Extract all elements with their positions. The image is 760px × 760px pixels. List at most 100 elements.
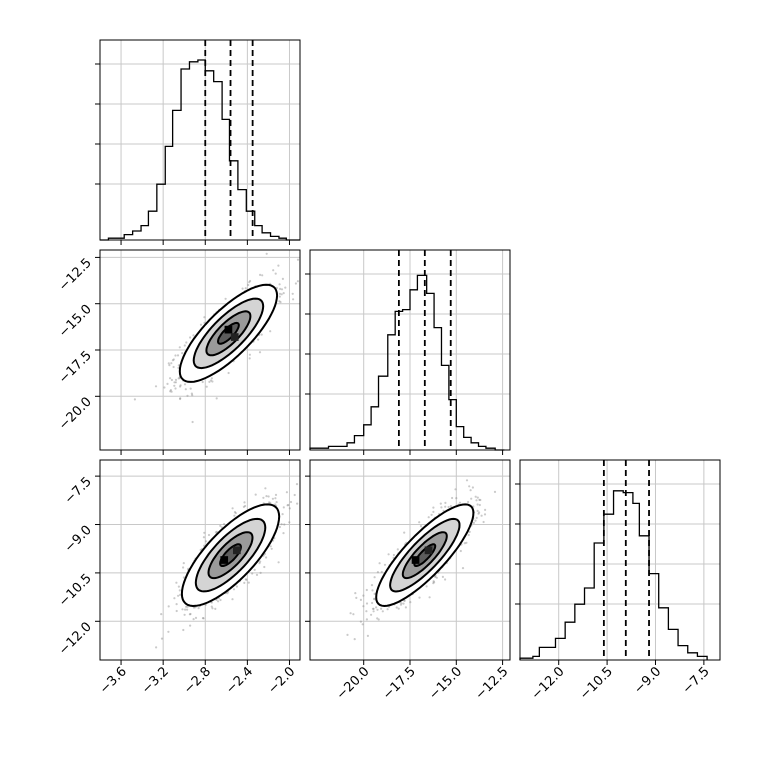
sample-point [359, 598, 362, 602]
sample-point [244, 578, 247, 581]
sample-point [267, 495, 270, 498]
sample-point [400, 602, 403, 605]
sample-point [255, 573, 259, 577]
sample-point [175, 581, 178, 584]
y-tick-label: −9.0 [62, 523, 95, 556]
sample-point [483, 513, 487, 516]
histogram-panel-1 [305, 249, 511, 455]
sample-point [170, 378, 173, 382]
sample-point [493, 490, 497, 493]
axis-frame [519, 459, 721, 661]
sample-point [272, 269, 275, 272]
sample-point [477, 512, 480, 515]
histogram-panel-2: −12.0 −10.5 −9.0 −7.5 [515, 459, 721, 703]
sample-point [277, 264, 280, 267]
sample-point [387, 553, 390, 556]
sample-point [202, 617, 205, 620]
sample-point [280, 288, 284, 291]
sample-point [181, 608, 184, 611]
x-tick-label: −15.0 [426, 664, 465, 703]
axis-frame [99, 459, 301, 661]
sample-point [268, 501, 271, 504]
histogram-step [519, 490, 708, 660]
contour-line [192, 297, 265, 370]
sample-point [210, 601, 213, 604]
panel-content [346, 479, 497, 641]
sample-point [373, 576, 376, 579]
scatter-panel-2-0: −3.6 −3.2 −2.8 −2.4 −2.0 −12.0 −10.5 −9.0 −7.5 [56, 459, 301, 697]
sample-point [285, 491, 288, 494]
sample-point [259, 560, 262, 563]
sample-point [295, 483, 299, 486]
x-tick-label: −3.2 [139, 664, 172, 697]
sample-point [215, 530, 218, 533]
sample-point [179, 397, 182, 401]
contour-line [413, 543, 437, 567]
y-tick-label: −7.5 [62, 474, 95, 507]
sample-point [449, 505, 452, 508]
sample-point [380, 607, 383, 610]
sample-point [182, 628, 185, 632]
sample-point [163, 386, 166, 389]
sample-point [179, 397, 182, 400]
sample-point [403, 531, 406, 534]
sample-point [296, 280, 299, 283]
sample-point [254, 493, 257, 496]
sample-point [476, 496, 479, 499]
sample-point [199, 323, 203, 326]
y-tick-label: −20.0 [56, 395, 95, 434]
sample-point [288, 507, 291, 510]
sample-point [373, 597, 376, 600]
sample-point [465, 541, 468, 544]
sample-point [270, 547, 273, 550]
sample-point [189, 387, 192, 390]
sample-point [376, 571, 379, 574]
sample-point [282, 292, 285, 295]
sample-point [454, 488, 457, 491]
sample-point [352, 613, 355, 616]
sample-point [376, 608, 379, 611]
sample-point [362, 594, 365, 597]
sample-point [371, 601, 374, 605]
sample-point [280, 293, 283, 296]
sample-point [427, 516, 430, 519]
sample-point [469, 489, 472, 492]
sample-point [203, 531, 206, 534]
sample-point [403, 599, 406, 603]
sample-point [476, 509, 479, 512]
sample-point [262, 496, 265, 499]
sample-point [435, 576, 438, 579]
sample-point [174, 381, 177, 384]
sample-point [251, 572, 254, 575]
sample-point [167, 362, 170, 365]
sample-point [463, 542, 466, 545]
sample-point [373, 592, 376, 596]
sample-point [178, 346, 181, 349]
sample-point [166, 382, 169, 385]
sample-point [428, 596, 431, 599]
sample-point [377, 618, 380, 621]
sample-point [447, 505, 450, 509]
sample-point [215, 397, 218, 400]
x-tick-label: −3.6 [97, 664, 130, 697]
sample-point [365, 588, 368, 592]
y-tick-label: −12.0 [56, 620, 95, 659]
histogram-panel-0 [95, 39, 301, 245]
peak-cell [424, 546, 433, 555]
sample-point [373, 598, 376, 601]
peak-cell [230, 333, 239, 341]
sample-point [279, 287, 282, 290]
contour-line [180, 503, 281, 608]
sample-point [291, 292, 294, 295]
sample-point [226, 592, 229, 595]
sample-point [470, 497, 473, 500]
sample-point [278, 525, 281, 529]
contour-line [205, 310, 252, 357]
sample-point [286, 504, 289, 507]
sample-point [474, 519, 477, 522]
sample-point [174, 354, 177, 357]
sample-point [177, 594, 180, 597]
sample-point [235, 585, 238, 588]
sample-point [175, 603, 178, 606]
sample-point [279, 301, 282, 304]
